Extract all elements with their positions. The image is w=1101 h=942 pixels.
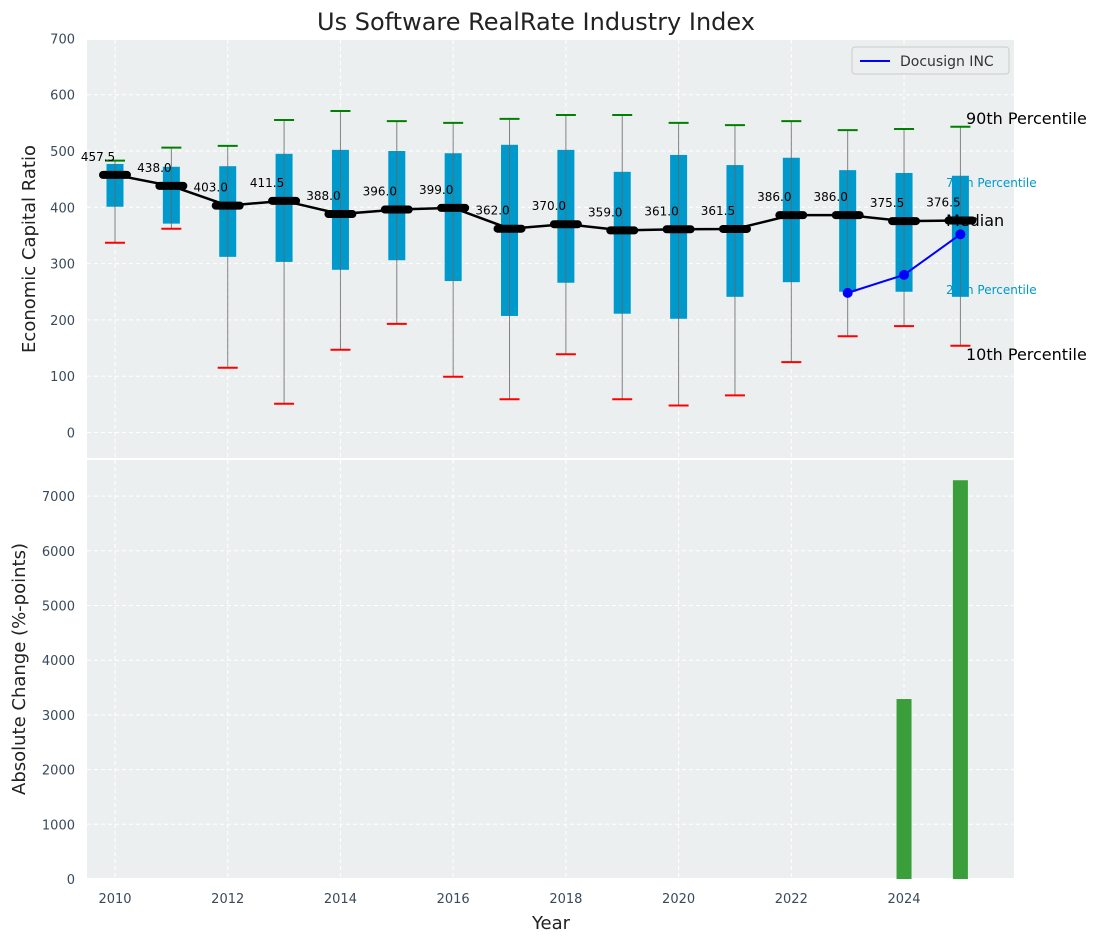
bar [952,480,968,879]
median-value-label: 438.0 [137,161,171,175]
annotation-p90: 90th Percentile [966,109,1087,128]
x-tick-label: 2018 [549,892,582,907]
median-value-label: 370.0 [532,199,566,213]
bottom-y-tick-label: 5000 [42,600,75,615]
median-value-label: 359.0 [588,205,622,219]
bottom-y-tick-label: 0 [67,873,75,888]
bottom-y-tick-label: 7000 [42,490,75,505]
top-y-tick-label: 100 [50,370,75,385]
median-line [114,173,961,232]
median-value-label: 361.5 [701,204,735,218]
median-value-label: 386.0 [814,190,848,204]
legend-box [851,46,1010,75]
median-value-label: 386.0 [757,190,791,204]
median-value-label: 361.0 [644,204,678,218]
x-tick-label: 2020 [662,892,695,907]
median-value-label: 411.5 [250,176,284,190]
x-axis-label: Year [531,913,571,934]
x-tick-label: 2024 [887,892,920,907]
annotation-median: Median [946,211,1004,230]
annotation-p75: 75th Percentile [946,176,1037,190]
company-point [955,229,966,240]
x-tick-label: 2010 [98,892,131,907]
x-tick-label: 2016 [437,892,470,907]
top-y-tick-label: 500 [50,145,75,160]
company-point [899,269,910,280]
bottom-y-axis-label: Absolute Change (%-points) [9,543,30,795]
bottom-y-tick-label: 1000 [42,818,75,833]
legend-label: Docusign INC [900,54,994,70]
bottom-y-tick-label: 6000 [42,545,75,560]
top-y-tick-label: 400 [50,201,75,216]
top-y-axis-label: Economic Capital Ratio [19,145,40,353]
top-y-tick-label: 700 [50,32,75,47]
bottom-y-tick-label: 4000 [42,654,75,669]
company-point [842,287,853,298]
annotation-p10: 10th Percentile [966,345,1087,364]
median-value-label: 388.0 [306,189,340,203]
bottom-y-tick-label: 2000 [42,764,75,779]
top-y-tick-label: 0 [67,427,75,442]
median-value-label: 362.0 [475,204,509,218]
median-value-label: 396.0 [363,185,397,199]
bottom-axes-background [87,460,1014,878]
bar [896,699,912,879]
top-axes-background [87,40,1014,458]
median-value-label: 399.0 [419,183,453,197]
top-y-tick-label: 600 [50,89,75,104]
x-tick-label: 2012 [211,892,244,907]
median-value-label: 403.0 [194,181,228,195]
bottom-y-tick-label: 3000 [42,709,75,724]
x-tick-label: 2022 [775,892,808,907]
median-value-label: 457.5 [81,150,115,164]
x-tick-label: 2014 [324,892,357,907]
median-value-label: 376.5 [926,196,960,210]
median-value-label: 375.5 [870,196,904,210]
annotation-p25: 25th Percentile [946,283,1037,297]
top-y-tick-label: 300 [50,258,75,273]
chart-title: Us Software RealRate Industry Index [317,8,755,36]
top-y-tick-label: 200 [50,314,75,329]
